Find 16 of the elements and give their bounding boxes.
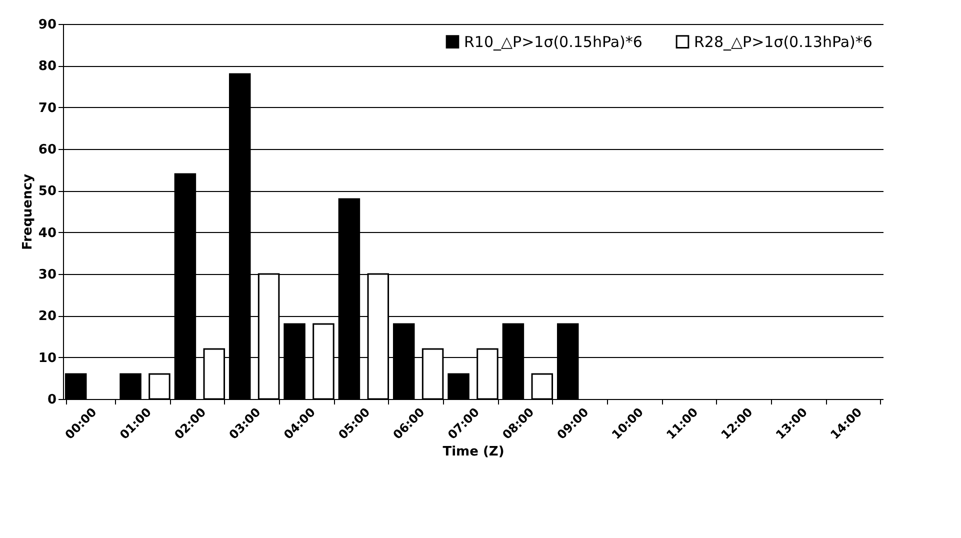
y-tick-label: 10: [38, 350, 56, 366]
y-tick-label: 60: [38, 142, 56, 158]
legend-label: R10_△P>1σ(0.15hPa)*6: [464, 32, 642, 51]
y-tick-label: 20: [38, 309, 56, 324]
x-axis-title: Time (Z): [442, 444, 504, 460]
y-tick-label: 50: [38, 184, 56, 200]
bar: [448, 373, 470, 400]
y-tick-label: 80: [38, 59, 56, 74]
y-tick-label: 40: [38, 226, 56, 241]
y-axis-title: Frequency: [20, 173, 36, 250]
bar: [120, 373, 142, 400]
y-tick-label: 0: [47, 392, 56, 408]
y-tick-label: 30: [38, 268, 56, 282]
legend-label: R28_△P>1σ(0.13hPa)*6: [694, 32, 872, 51]
y-tick-label: 70: [38, 100, 56, 116]
y-tick-label: 90: [38, 18, 56, 32]
